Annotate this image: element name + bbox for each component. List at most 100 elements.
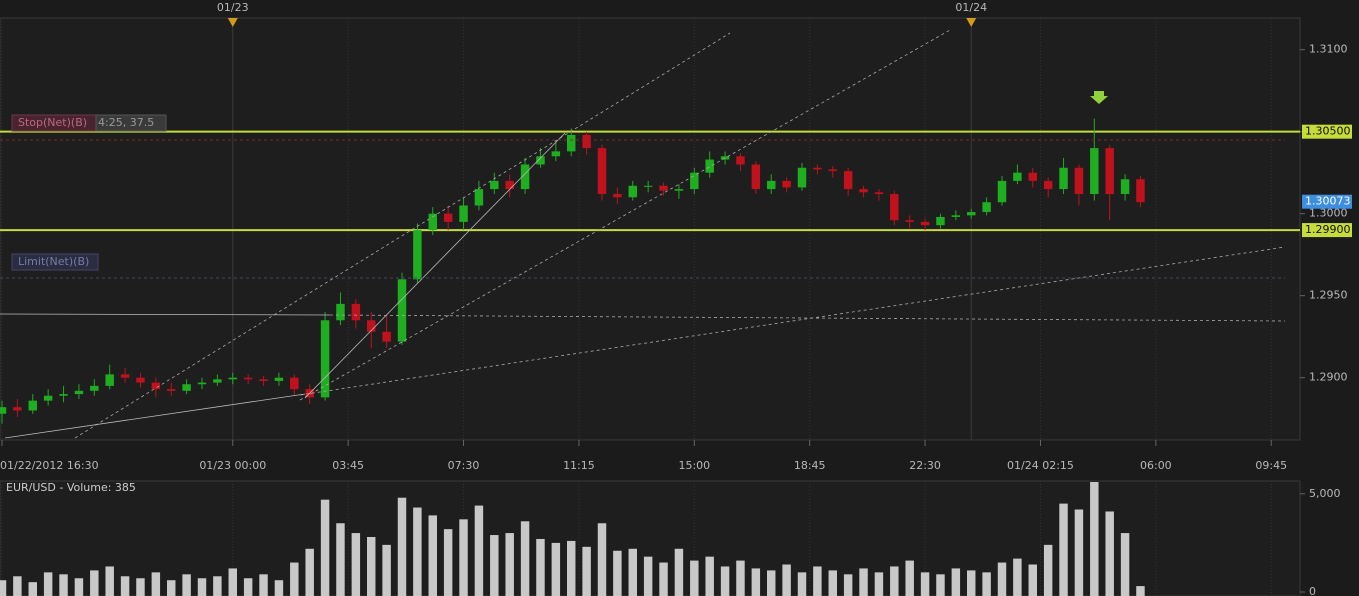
volume-bar [336,523,345,596]
candle-body [782,180,791,188]
volume-bar [905,560,914,596]
candle-body [690,172,699,190]
volume-bar [290,562,299,596]
candle-body [90,385,99,391]
candle-body [43,395,53,401]
volume-bar [567,540,576,596]
volume-bar [474,505,484,596]
candle-body [767,180,776,190]
candle-body [167,389,176,391]
candle-body [582,134,591,149]
candle-body [228,377,237,380]
volume-bar [613,550,622,596]
price-level-label: 1.29900 [1305,223,1351,236]
volume-bar [105,566,114,596]
volume-bar [951,568,961,596]
volume-bar [843,574,853,596]
volume-title: EUR/USD - Volume: 385 [6,481,136,494]
volume-bar [367,537,376,596]
candle-body [982,202,991,213]
candle-body [474,189,484,206]
candle-body [336,303,345,321]
candle-body [613,194,622,198]
volume-bar [243,578,253,596]
candle-body [74,390,84,395]
volume-bar [659,562,668,596]
trend-line [4,393,306,439]
volume-bar [120,576,130,596]
volume-bar [351,533,361,596]
volume-bar [1013,558,1022,596]
candle-body [505,180,514,190]
trend-line [299,29,951,401]
volume-bar [520,521,530,596]
candle-body [936,216,945,226]
volume-bar [274,580,284,596]
candle-body [320,320,330,398]
volume-bar [751,568,761,596]
y-tick-label: 1.2950 [1309,289,1348,302]
candle-body [0,407,7,414]
volume-bar [1120,533,1130,596]
volume-bar [536,538,545,596]
candle-body [28,400,37,411]
candle-body [151,382,161,390]
candle-body [920,221,930,226]
volume-bar [505,533,514,596]
candle-body [643,185,653,187]
volume-bar [259,574,268,596]
order-detail: 4:25, 37.5 [98,116,154,129]
volume-bar [305,548,314,596]
candle-body [951,215,961,217]
volume-bar [151,572,161,596]
volume-bar [797,572,807,596]
candle-body [105,374,114,386]
volume-bar [397,497,407,596]
candle-body [890,194,899,221]
trend-line [74,32,731,439]
volume-bar [582,546,591,596]
x-tick-label: 15:00 [678,459,710,472]
x-tick-label: 01/24 02:15 [1007,459,1074,472]
candle-body [905,220,914,222]
date-marker-label: 01/24 [955,1,987,14]
candle-body [1120,179,1130,194]
volume-bar [1028,564,1037,596]
volume-bar [228,568,237,596]
candle-body [659,185,668,191]
candle-body [428,213,437,231]
volume-bar [443,529,453,596]
price-level-label: 1.30500 [1305,125,1351,138]
volume-bar [767,570,776,596]
volume-bar [490,535,499,596]
order-label: Limit(Net)(B) [18,255,89,268]
candle-body [397,279,407,342]
candle-body [243,377,253,380]
volume-bar [182,574,191,596]
candle-body [628,185,637,198]
candle-body [736,156,745,165]
candle-body [843,171,853,190]
volume-bar [936,574,945,596]
candle-body [1059,167,1068,190]
volume-bar [982,572,991,596]
x-tick-label: 18:45 [794,459,826,472]
candle-body [182,384,191,391]
volume-bar [643,556,653,596]
candle-body [136,377,145,383]
volume-bar [705,556,714,596]
x-tick-label: 09:45 [1255,459,1287,472]
y-tick-label: 1.3100 [1309,43,1348,56]
candle-body [197,382,207,385]
candle-body [459,205,468,222]
candle-body [536,156,545,165]
candle-body [797,167,807,188]
candle-body [1090,148,1099,194]
candle-body [1136,179,1145,203]
candle-body [567,134,576,152]
y-tick-label: 5,000 [1309,487,1341,500]
x-tick-label: 11:15 [563,459,595,472]
volume-bar [1136,586,1145,596]
candle-body [597,148,607,194]
volume-bar [0,580,7,596]
